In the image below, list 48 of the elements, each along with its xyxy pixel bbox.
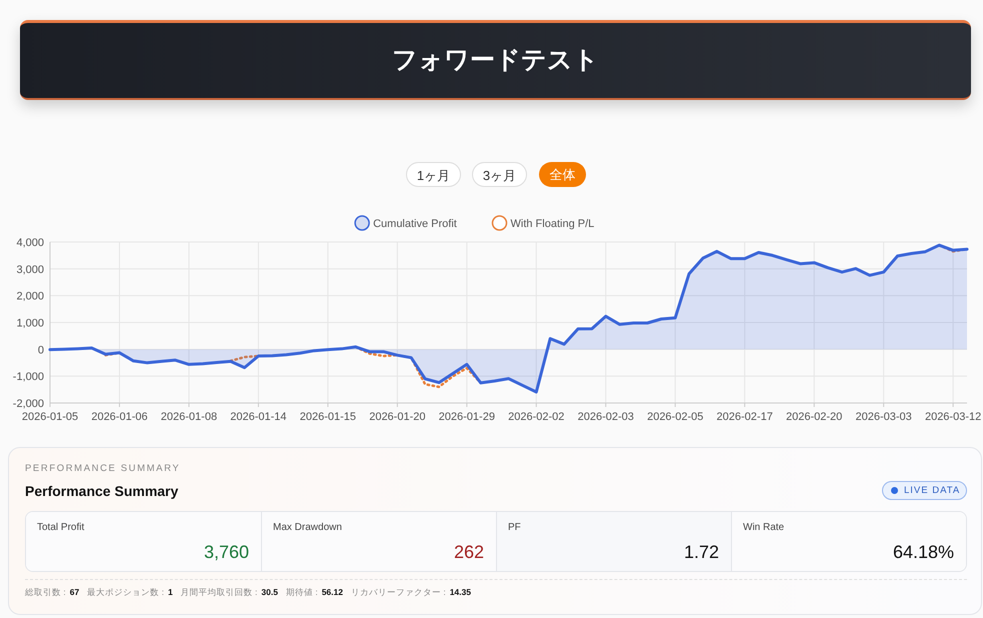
legend-label: With Floating P/L: [510, 218, 594, 230]
chart-title: フォワードテスト: [20, 23, 971, 98]
text: 56.12: [322, 587, 343, 597]
text: 1.72: [684, 542, 719, 563]
x-tick-label: 2026-02-17: [716, 411, 773, 423]
text: 1: [168, 587, 173, 597]
text: LIVE DATA: [904, 485, 960, 496]
y-tick-label: 3,000: [16, 264, 44, 276]
x-tick-label: 2026-02-02: [508, 411, 564, 423]
y-tick-label: -1,000: [12, 371, 44, 384]
text: PF: [508, 522, 521, 533]
x-tick-label: 2026-02-03: [578, 411, 634, 423]
text: 14.35: [450, 587, 471, 597]
x-tick-label: 2026-02-20: [786, 411, 842, 423]
text: Win Rate: [743, 522, 784, 533]
text: 月間平均取引回数 :: [180, 587, 258, 597]
y-tick-label: 4,000: [16, 237, 44, 249]
x-tick-label: 2026-01-14: [230, 411, 287, 423]
x-tick-label: 2026-01-29: [438, 411, 495, 423]
x-tick-label: 2026-02-05: [647, 411, 704, 423]
x-tick-label: 2026-03-03: [855, 411, 912, 423]
text: リカバリーファクター :: [350, 587, 446, 597]
text: 3ヶ月: [472, 162, 527, 187]
text: PERFORMANCE SUMMARY: [25, 463, 180, 474]
legend-label: Cumulative Profit: [373, 218, 457, 230]
x-tick-label: 2026-03-12: [924, 411, 982, 423]
x-tick-label: 2026-01-06: [91, 411, 148, 423]
x-tick-label: 2026-01-05: [22, 411, 78, 423]
text: 全体: [539, 162, 586, 187]
x-tick-label: 2026-01-15: [300, 411, 356, 423]
text: 67: [70, 587, 80, 597]
text: 総取引数 :: [25, 587, 66, 597]
text: Max Drawdown: [273, 522, 342, 533]
text: 262: [454, 542, 484, 563]
text: 期待値 :: [286, 587, 318, 597]
y-tick-label: -2,000: [12, 398, 44, 410]
text: 30.5: [261, 587, 278, 597]
text: Total Profit: [37, 522, 84, 533]
y-tick-label: 2,000: [16, 290, 44, 303]
x-tick-label: 2026-01-20: [369, 411, 426, 423]
y-tick-label: 1,000: [16, 318, 44, 330]
text: Performance Summary: [25, 483, 178, 499]
y-tick-label: 0: [38, 344, 44, 356]
text: 3,760: [204, 542, 249, 563]
text: 最大ポジション数 :: [87, 587, 164, 597]
text: 64.18%: [892, 542, 954, 563]
text: 1ヶ月: [406, 162, 461, 187]
x-tick-label: 2026-01-08: [160, 411, 218, 423]
